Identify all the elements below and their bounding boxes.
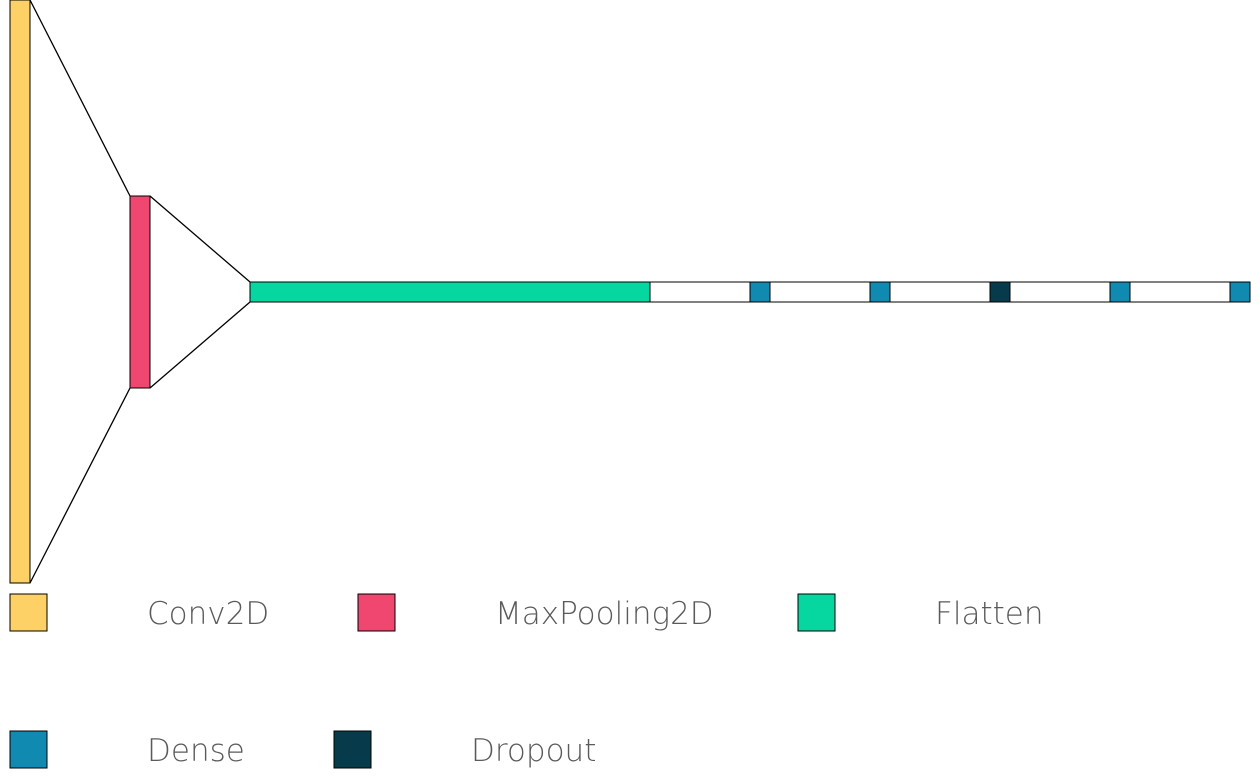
legend-label-maxpooling2d: MaxPooling2D	[495, 596, 714, 632]
legend-label-conv2d: Conv2D	[147, 596, 269, 632]
legend-swatch-dropout	[333, 730, 372, 769]
layer-conv2d	[9, 0, 31, 584]
legend-swatch-flatten	[797, 593, 836, 632]
layer-maxpooling2d	[129, 195, 151, 389]
connector-spacer	[1009, 281, 1111, 303]
legend-item-flatten: Flatten	[797, 593, 1043, 632]
layer-connectors	[29, 0, 251, 584]
edge-pool-to-flatten-bottom	[149, 301, 251, 389]
edge-conv-to-pool-bottom	[29, 387, 131, 584]
layer-flatten	[249, 281, 651, 303]
edge-conv-to-pool-top	[29, 0, 131, 197]
layer-dense	[869, 281, 891, 303]
layer-blocks	[9, 0, 1251, 584]
legend: Conv2D MaxPooling2D Flatten Dense Dropou…	[9, 593, 1043, 769]
legend-label-dense: Dense	[147, 733, 245, 769]
legend-swatch-maxpooling2d	[357, 593, 396, 632]
layer-dense	[749, 281, 771, 303]
connector-spacer	[649, 281, 751, 303]
legend-item-dense: Dense	[9, 730, 245, 769]
connector-spacer	[1129, 281, 1231, 303]
layer-dense	[1229, 281, 1251, 303]
legend-item-maxpooling2d: MaxPooling2D	[357, 593, 714, 632]
layer-dense	[1109, 281, 1131, 303]
legend-label-flatten: Flatten	[935, 596, 1043, 632]
connector-spacer	[889, 281, 991, 303]
layer-dropout	[989, 281, 1011, 303]
legend-item-conv2d: Conv2D	[9, 593, 269, 632]
edge-pool-to-flatten-top	[149, 195, 251, 283]
legend-item-dropout: Dropout	[333, 730, 596, 769]
legend-swatch-conv2d	[9, 593, 48, 632]
legend-swatch-dense	[9, 730, 48, 769]
legend-label-dropout: Dropout	[471, 733, 596, 769]
connector-spacer	[769, 281, 871, 303]
